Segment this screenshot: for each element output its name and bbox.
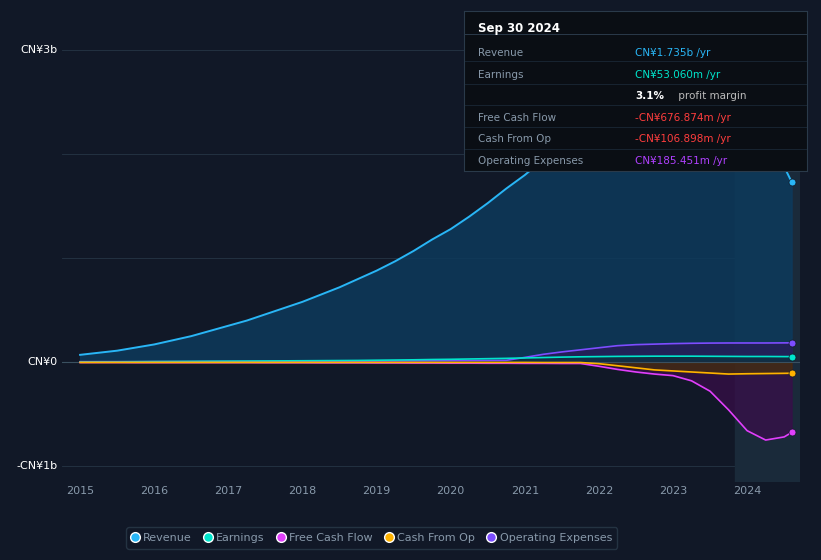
Text: Revenue: Revenue xyxy=(478,48,523,58)
Text: Sep 30 2024: Sep 30 2024 xyxy=(478,22,560,35)
Text: CN¥1.735b /yr: CN¥1.735b /yr xyxy=(635,48,711,58)
Text: Operating Expenses: Operating Expenses xyxy=(478,156,583,166)
Text: Earnings: Earnings xyxy=(478,70,523,80)
Text: profit margin: profit margin xyxy=(675,91,746,101)
Text: 3.1%: 3.1% xyxy=(635,91,664,101)
Text: -CN¥676.874m /yr: -CN¥676.874m /yr xyxy=(635,113,732,123)
Text: -CN¥106.898m /yr: -CN¥106.898m /yr xyxy=(635,134,732,144)
Text: Cash From Op: Cash From Op xyxy=(478,134,551,144)
Text: CN¥0: CN¥0 xyxy=(28,357,57,367)
Text: CN¥53.060m /yr: CN¥53.060m /yr xyxy=(635,70,721,80)
Text: CN¥185.451m /yr: CN¥185.451m /yr xyxy=(635,156,727,166)
Text: Free Cash Flow: Free Cash Flow xyxy=(478,113,556,123)
Legend: Revenue, Earnings, Free Cash Flow, Cash From Op, Operating Expenses: Revenue, Earnings, Free Cash Flow, Cash … xyxy=(126,528,617,549)
Text: -CN¥1b: -CN¥1b xyxy=(16,461,57,471)
Bar xyxy=(735,14,799,482)
Text: CN¥3b: CN¥3b xyxy=(21,45,57,55)
